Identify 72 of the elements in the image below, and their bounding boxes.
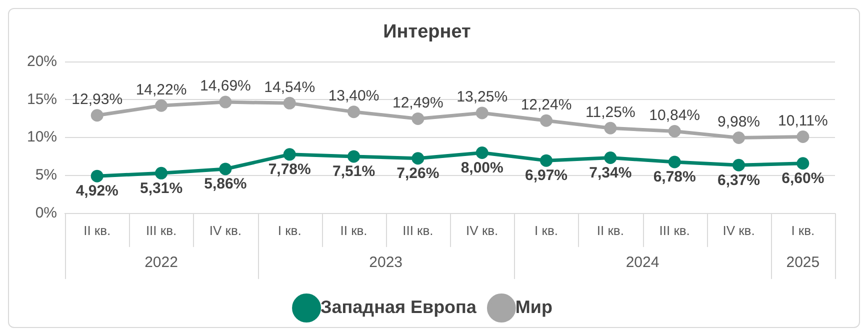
point	[668, 156, 681, 168]
x-tick-label: II кв.	[84, 222, 111, 238]
point	[668, 124, 681, 138]
point	[155, 99, 168, 112]
y-tick-label: 10%	[26, 128, 58, 146]
data-label: 7,26%	[396, 165, 440, 182]
point	[155, 166, 168, 180]
legend-label: Мир	[515, 296, 552, 317]
data-label: 10,11%	[778, 112, 828, 130]
data-label: 7,78%	[268, 161, 311, 178]
data-label: 14,54%	[264, 78, 316, 96]
chart-title: Интернет	[383, 22, 471, 43]
legend-label: Западная Европа	[320, 296, 478, 317]
point	[219, 96, 232, 108]
x-tick-label: III кв.	[146, 222, 177, 238]
data-label: 5,86%	[204, 176, 247, 193]
point	[732, 132, 746, 144]
data-label: 12,24%	[520, 96, 572, 114]
point	[540, 114, 553, 127]
data-label: 6,78%	[653, 168, 696, 186]
data-label: 7,51%	[332, 163, 376, 180]
data-label: 13,40%	[328, 87, 380, 104]
point	[476, 106, 488, 120]
data-label: 5,31%	[140, 180, 183, 197]
point	[412, 112, 424, 125]
y-tick-label: 15%	[26, 90, 58, 108]
data-label: 13,25%	[456, 88, 508, 106]
text: 2023	[369, 254, 403, 272]
data-label: 14,22%	[136, 81, 187, 98]
point	[219, 162, 232, 176]
data-label: 11,25%	[586, 104, 636, 121]
text: 2025	[786, 254, 820, 272]
point	[90, 109, 104, 122]
x-tick-label: IV кв.	[209, 222, 242, 238]
point	[732, 158, 746, 172]
point	[604, 152, 617, 164]
data-label: 9,98%	[717, 113, 760, 130]
point	[348, 150, 360, 163]
point	[90, 170, 104, 182]
point	[412, 152, 424, 165]
text: 2022	[144, 254, 178, 272]
y-tick-label: 20%	[26, 52, 58, 70]
x-tick-label: I кв.	[791, 222, 815, 238]
x-tick-label: I кв.	[278, 222, 302, 238]
data-label: 4,92%	[76, 182, 118, 200]
data-label: 14,69%	[200, 78, 251, 95]
data-label: 7,34%	[589, 164, 632, 182]
x-tick-label: III кв.	[402, 222, 434, 238]
data-label: 6,37%	[717, 172, 760, 189]
data-label: 6,60%	[782, 170, 824, 188]
x-tick-label: III кв.	[659, 222, 690, 238]
point	[604, 122, 617, 134]
data-label: 12,93%	[72, 91, 123, 108]
point	[796, 130, 810, 144]
point	[348, 106, 360, 118]
point	[283, 148, 296, 161]
y-tick-label: 5%	[35, 166, 58, 184]
data-label: 12,49%	[392, 94, 444, 112]
x-tick-label: II кв.	[340, 222, 368, 238]
point	[476, 146, 488, 160]
point	[796, 157, 810, 170]
x-tick-label: IV кв.	[466, 222, 498, 238]
y-tick-label: 0%	[35, 204, 58, 222]
point	[283, 96, 296, 110]
data-label: 8,00%	[460, 159, 504, 176]
x-tick-label: I кв.	[534, 222, 558, 238]
data-label: 6,97%	[524, 167, 568, 184]
data-label: 10,84%	[649, 106, 700, 124]
point	[540, 154, 553, 167]
x-tick-label: IV кв.	[722, 222, 755, 238]
text: 2024	[626, 254, 660, 272]
x-tick-label: II кв.	[596, 222, 624, 238]
